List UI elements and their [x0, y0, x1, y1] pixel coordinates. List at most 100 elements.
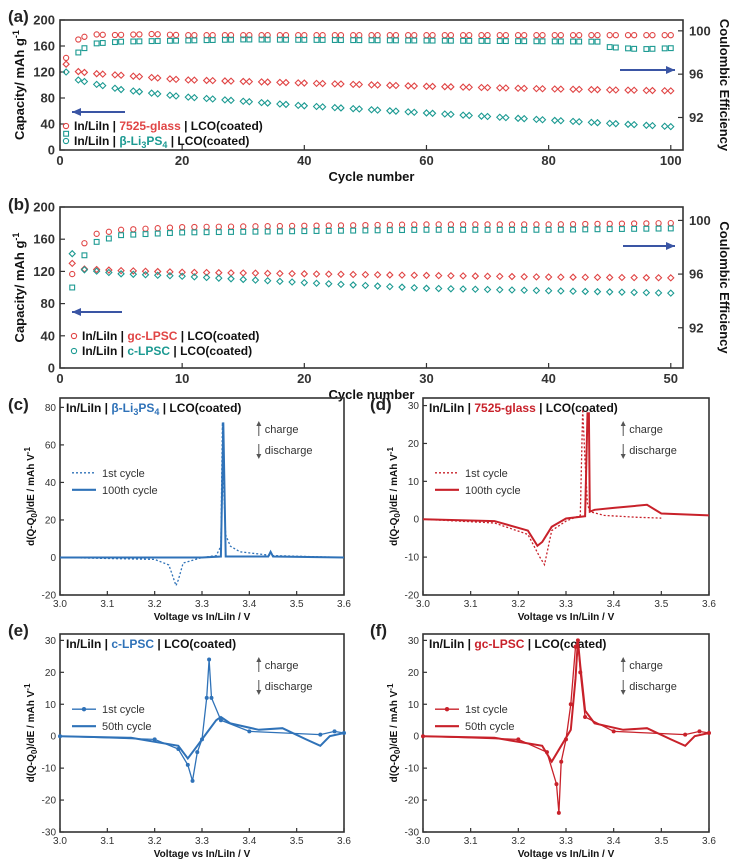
- data-point: [539, 32, 546, 39]
- discharge-arrow-head: [620, 454, 626, 459]
- data-point: [191, 32, 198, 39]
- y-axis-title: d(Q-Q0)/dE / mAh V-1: [23, 683, 39, 782]
- y-tick-label: 120: [33, 65, 55, 80]
- data-point: [557, 32, 564, 39]
- data-point: [533, 221, 540, 228]
- plot-frame: [59, 19, 684, 151]
- legend-name: 7525-glass: [119, 119, 181, 133]
- data-point: [521, 226, 528, 233]
- data-point: [148, 38, 155, 45]
- data-point: [557, 226, 564, 233]
- data-point: [386, 271, 394, 279]
- panel-label: (a): [8, 7, 29, 26]
- data-point: [539, 38, 546, 45]
- data-point: [630, 86, 638, 95]
- data-point: [312, 270, 321, 278]
- legend-entry: In/LiIn | c-LPSC | LCO(coated): [82, 344, 252, 358]
- data-point: [502, 84, 510, 92]
- data-point: [502, 38, 509, 45]
- panel-f-dqde-chart: (f)3.0 3.1 3.2 3.3 3.4 3.5 3.6-30-20-100102030…: [370, 621, 716, 860]
- data-point: [337, 280, 345, 289]
- y2-axis-title: Coulombic Efficiency: [717, 221, 732, 354]
- data-point: [276, 228, 283, 235]
- data-point: [300, 79, 309, 87]
- data-point: [631, 45, 638, 52]
- data-point: [172, 31, 180, 39]
- legend-suffix: | LCO(coated): [177, 329, 259, 343]
- data-point: [276, 36, 283, 43]
- legend-label: 1st cycle: [465, 704, 508, 716]
- legend-marker: [70, 332, 78, 340]
- x-tick-label: 0: [56, 153, 63, 168]
- data-point: [557, 85, 565, 93]
- data-point: [367, 105, 376, 114]
- data-point: [239, 97, 248, 106]
- y-tick-label: 40: [41, 328, 55, 343]
- data-point: [252, 228, 259, 235]
- data-point: [515, 38, 522, 45]
- data-point: [105, 266, 113, 274]
- data-point: [166, 224, 174, 231]
- curve-1st-cycle: [59, 422, 345, 588]
- data-point: [643, 32, 650, 39]
- curve-marker: [559, 759, 564, 764]
- data-point: [648, 121, 657, 130]
- data-point: [276, 222, 284, 230]
- data-point: [484, 226, 491, 233]
- title-prefix: In/LiIn |: [66, 637, 111, 651]
- data-point: [398, 283, 406, 291]
- legend-label: 1st cycle: [465, 468, 508, 480]
- legend-entry: In/LiIn | 7525-glass | LCO(coated): [74, 119, 263, 133]
- panel-b-cycling-chart: (b) 0 10 20 30 40 50 0 40 80 120 160 200 92 96 100 Cycle…: [8, 195, 732, 402]
- x-tick-label: 3.4: [607, 836, 621, 847]
- data-point: [483, 285, 492, 294]
- panel-c-dqde-chart: (c)3.0 3.1 3.2 3.3 3.4 3.5 3.6-20020406080Volt…: [8, 395, 351, 623]
- data-point: [459, 285, 467, 293]
- data-point: [411, 32, 418, 39]
- data-point: [81, 33, 88, 40]
- data-point: [350, 32, 357, 39]
- data-point: [655, 225, 662, 232]
- data-point: [191, 223, 198, 231]
- data-point: [202, 268, 211, 277]
- data-point: [368, 37, 375, 44]
- data-point: [105, 235, 112, 242]
- data-point: [154, 38, 161, 44]
- x-tick-label: 30: [419, 371, 433, 386]
- data-point: [208, 76, 217, 85]
- y-tick-label: -10: [405, 553, 420, 564]
- curve-1st-cycle: [422, 640, 710, 813]
- data-point: [386, 221, 393, 228]
- data-point: [129, 267, 138, 275]
- data-point: [166, 31, 174, 38]
- y-axis-title: d(Q-Q0)/dE / mAh V-1: [386, 447, 402, 546]
- data-point: [423, 226, 430, 233]
- legend-prefix: In/LiIn |: [82, 344, 127, 358]
- x-tick-label: 50: [664, 371, 678, 386]
- data-point: [594, 226, 601, 233]
- data-point: [588, 32, 595, 39]
- data-point: [349, 104, 357, 113]
- data-point: [557, 273, 565, 281]
- data-point: [618, 220, 626, 227]
- data-point: [166, 75, 174, 83]
- data-point: [478, 32, 485, 39]
- data-point: [483, 272, 492, 281]
- y-tick-label: 0: [50, 732, 56, 743]
- data-point: [324, 280, 333, 288]
- data-point: [625, 45, 631, 52]
- data-point: [202, 94, 211, 103]
- data-point: [318, 79, 327, 88]
- data-point: [130, 231, 137, 238]
- legend-label: 1st cycle: [102, 468, 145, 480]
- x-tick-label: 3.6: [337, 836, 351, 847]
- data-point: [551, 38, 558, 45]
- data-point: [618, 273, 626, 282]
- data-point: [318, 103, 327, 111]
- data-point: [141, 267, 150, 276]
- data-point: [667, 289, 675, 297]
- data-point: [575, 117, 583, 126]
- y2-axis-title: Coulombic Efficiency: [717, 19, 732, 152]
- series-diamond-capacity: [62, 60, 675, 95]
- data-point: [544, 273, 553, 281]
